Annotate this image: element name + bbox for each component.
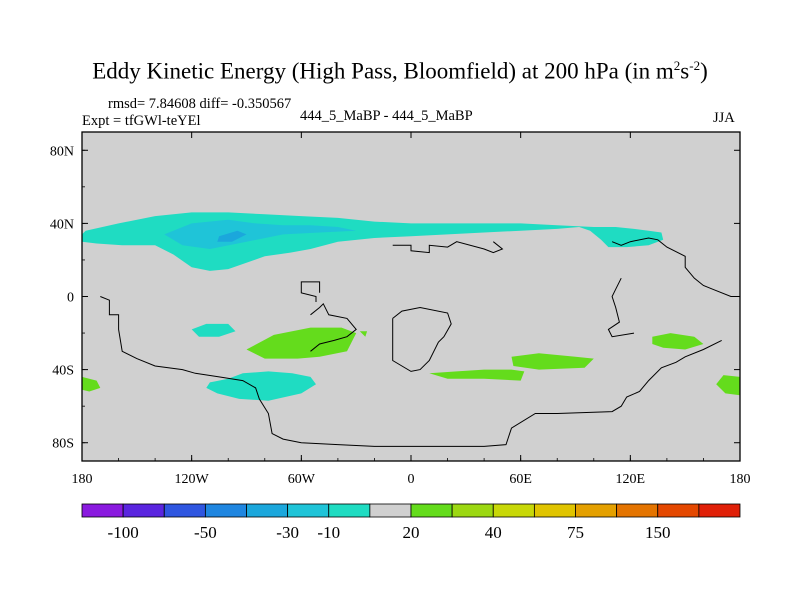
rmsd-diff-label: rmsd= 7.84608 diff= -0.350567 xyxy=(108,96,292,112)
coastline-layer xyxy=(100,237,740,447)
contour-region-sh-green-patch-dateline-west xyxy=(82,376,101,392)
contour-region-south-atlantic-green xyxy=(246,327,357,359)
x-axis: 180 120W 60W 0 60E 120E 180 xyxy=(72,132,751,487)
contour-region-sh-green-patch-australia xyxy=(652,333,704,350)
title-sup-1: 2 xyxy=(673,58,681,73)
colorbar-box xyxy=(163,503,206,518)
colorbar-box xyxy=(657,503,700,518)
colorbar-box xyxy=(451,503,494,518)
colorbar-box xyxy=(575,503,618,518)
colorbar-box xyxy=(616,503,659,518)
colorbar-label: -50 xyxy=(194,523,217,542)
colorbar-box xyxy=(122,503,165,518)
colorbar-box xyxy=(410,503,453,518)
colorbar-label: -10 xyxy=(317,523,340,542)
y-tick-label: 0 xyxy=(67,291,74,306)
colorbar-label: 20 xyxy=(403,523,420,542)
colorbar-box xyxy=(204,503,247,518)
colorbar-box xyxy=(492,503,535,518)
y-tick-label: 80S xyxy=(52,437,74,452)
coastline-africa xyxy=(392,306,452,372)
contour-region-sh-green-patch-south-atlantic xyxy=(429,369,525,381)
colorbar: -100 -50 -30 -10 20 40 75 150 xyxy=(81,503,741,542)
title-sup-2: -2 xyxy=(689,58,701,73)
colorbar-label: 40 xyxy=(485,523,502,542)
colorbar-box xyxy=(287,503,330,518)
plot-background xyxy=(82,132,740,461)
contour-region-sh-cyan-patch-east-pacific xyxy=(191,323,236,337)
coastline-asia-south xyxy=(607,277,635,338)
season-label: JJA xyxy=(713,110,735,126)
colorbar-box xyxy=(369,503,412,518)
experiment-label: Expt = tfGWl-teYEl xyxy=(82,113,201,129)
coastline-south-america-block xyxy=(310,302,357,352)
contour-region-sh-green-patch-dateline-east xyxy=(716,375,740,396)
x-tick-label: 0 xyxy=(408,472,415,487)
x-tick-label: 180 xyxy=(730,472,751,487)
contour-region-small-green-dot xyxy=(359,331,368,337)
coastline-north-africa-coast xyxy=(300,281,321,302)
colorbar-label: 150 xyxy=(645,523,671,542)
colorbar-label: -100 xyxy=(108,523,139,542)
colorbar-box xyxy=(328,503,371,518)
x-tick-label: 120W xyxy=(175,472,210,487)
contour-region-nh-jet-core-blue xyxy=(164,219,357,249)
colorbar-label: -30 xyxy=(276,523,299,542)
case-comparison-label: 444_5_MaBP - 444_5_MaBP xyxy=(300,108,473,124)
x-tick-label: 60W xyxy=(288,472,316,487)
x-tick-label: 60E xyxy=(509,472,532,487)
colorbar-box xyxy=(246,503,289,518)
contour-region-nh-jet-max xyxy=(217,230,247,242)
chart-title: Eddy Kinetic Energy (High Pass, Bloomfie… xyxy=(0,58,800,85)
title-close: ) xyxy=(700,58,708,84)
title-s: s xyxy=(680,58,690,84)
colorbar-box xyxy=(81,503,124,518)
x-tick-label: 120E xyxy=(616,472,646,487)
colorbar-box xyxy=(533,503,576,518)
coastline-america-west-coast-north xyxy=(100,296,722,447)
y-tick-label: 40S xyxy=(52,364,74,379)
y-tick-label: 80N xyxy=(50,144,74,159)
x-tick-label: 180 xyxy=(72,472,93,487)
contour-region-sh-green-patch-indian-ocean xyxy=(511,353,594,370)
title-main: Eddy Kinetic Energy (High Pass, Bloomfie… xyxy=(92,58,674,84)
coastline-asia-east xyxy=(611,237,740,297)
colorbar-label: 75 xyxy=(567,523,584,542)
y-axis: 80N 40N 0 40S 80S xyxy=(50,144,740,452)
coastline-eurasia-coast xyxy=(392,241,504,254)
y-tick-label: 40N xyxy=(50,217,74,232)
colorbar-box xyxy=(698,503,741,518)
